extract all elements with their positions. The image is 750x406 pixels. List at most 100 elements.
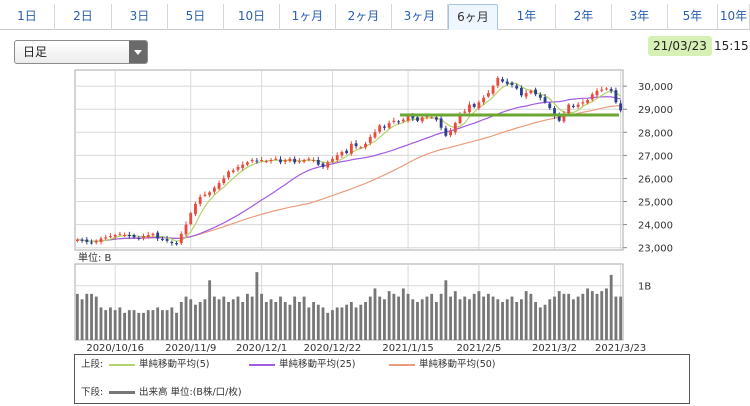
volume-bar <box>364 302 367 340</box>
volume-bar <box>142 312 145 340</box>
candle-body <box>165 239 169 241</box>
candle-body <box>397 121 401 123</box>
candle-body <box>109 236 112 238</box>
volume-bar <box>468 299 471 340</box>
volume-bar <box>586 288 589 340</box>
legend-upper-label: 上段: <box>81 359 104 370</box>
candle-body <box>231 170 235 173</box>
candle-body <box>316 160 320 165</box>
legend-ma5: 単純移動平均(5) <box>109 358 209 372</box>
volume-bar <box>156 307 160 340</box>
date-tick-label: 2020/12/1 <box>236 343 287 354</box>
volume-bar <box>264 302 268 340</box>
volume-bar <box>614 296 618 340</box>
legend-ma25: 単純移動平均(25) <box>249 358 356 372</box>
tab-10[interactable]: 2年 <box>556 4 612 30</box>
tab-4[interactable]: 10日 <box>224 4 280 30</box>
volume-bar <box>217 299 221 340</box>
volume-bar <box>378 296 382 340</box>
candle-body <box>198 196 202 204</box>
tab-0[interactable]: 1日 <box>0 4 55 30</box>
chart-legend: 上段: 単純移動平均(5) 単純移動平均(25) 単純移動平均(50) 下段: … <box>74 354 690 404</box>
candle-body <box>401 119 405 122</box>
candle-body <box>269 160 273 162</box>
volume-bar <box>600 291 604 340</box>
candle-body <box>302 160 306 162</box>
volume-bar <box>331 310 334 340</box>
chevron-down-icon[interactable] <box>129 41 147 63</box>
candle-body <box>600 89 604 91</box>
candle-body <box>458 113 462 124</box>
candle-body <box>378 125 382 132</box>
candle-body <box>288 158 292 162</box>
volume-tick-label: 1B <box>638 282 651 293</box>
candle-body <box>142 236 145 238</box>
chart-type-select[interactable]: 日足 <box>14 40 148 64</box>
volume-bar <box>529 293 533 340</box>
candle-body <box>444 128 448 136</box>
volume-bar <box>137 312 141 340</box>
candle-body <box>331 158 334 162</box>
tab-12[interactable]: 5年 <box>668 4 718 30</box>
volume-bar <box>416 302 419 340</box>
volume-bar <box>534 302 538 340</box>
candle-body <box>293 158 297 163</box>
candle-body <box>463 111 467 113</box>
candle-body <box>605 88 608 90</box>
volume-bar <box>553 296 556 340</box>
candle-body <box>567 104 571 114</box>
candle-body <box>260 160 264 161</box>
candle-body <box>557 115 561 121</box>
date-tick-label: 2021/1/15 <box>382 343 433 354</box>
volume-bar <box>109 307 112 340</box>
volume-bar <box>576 296 580 340</box>
candle-body <box>297 161 301 163</box>
volume-bar <box>90 293 93 340</box>
volume-bar <box>99 307 103 340</box>
candle-body <box>340 151 344 156</box>
tab-1[interactable]: 2日 <box>55 4 112 30</box>
candle-body <box>434 117 438 120</box>
volume-bar <box>392 293 396 340</box>
volume-bar <box>520 299 523 340</box>
candle-body <box>543 97 547 103</box>
volume-bar <box>85 293 89 340</box>
volume-bar <box>345 304 349 340</box>
tab-5[interactable]: 1ヶ月 <box>280 4 336 30</box>
candle-body <box>94 240 98 243</box>
tab-7[interactable]: 3ヶ月 <box>392 4 448 30</box>
volume-bar <box>340 307 344 340</box>
legend-volume: 出来高 単位:(B株/口/枚) <box>109 386 242 400</box>
candle-body <box>411 116 415 119</box>
volume-bar <box>619 296 623 340</box>
tab-8[interactable]: 6ヶ月 <box>448 4 498 30</box>
legend-ma5-label: 単純移動平均(5) <box>139 359 210 370</box>
volume-bar <box>505 299 509 340</box>
tab-3[interactable]: 5日 <box>168 4 224 30</box>
ma5-swatch <box>109 363 135 366</box>
candle-body <box>430 117 434 119</box>
tab-9[interactable]: 1年 <box>498 4 556 30</box>
candle-body <box>349 143 353 154</box>
candle-body <box>472 104 476 107</box>
volume-bar <box>557 291 561 340</box>
volume-bar <box>250 296 254 340</box>
candle-body <box>383 126 386 128</box>
volume-bar <box>444 280 448 340</box>
volume-bar <box>297 302 301 340</box>
volume-bar <box>160 310 164 340</box>
volume-bar <box>581 293 585 340</box>
candle-body <box>194 203 197 215</box>
tab-2[interactable]: 3日 <box>112 4 168 30</box>
legend-ma50-label: 単純移動平均(50) <box>419 359 496 370</box>
volume-bar <box>194 304 197 340</box>
volume-bar <box>524 291 528 340</box>
volume-bar <box>501 302 504 340</box>
volume-bar <box>605 288 608 340</box>
candle-body <box>425 116 429 118</box>
volume-bar <box>227 302 230 340</box>
candle-body <box>90 242 93 244</box>
tab-11[interactable]: 3年 <box>612 4 668 30</box>
candle-body <box>520 87 523 96</box>
tab-6[interactable]: 2ヶ月 <box>336 4 392 30</box>
